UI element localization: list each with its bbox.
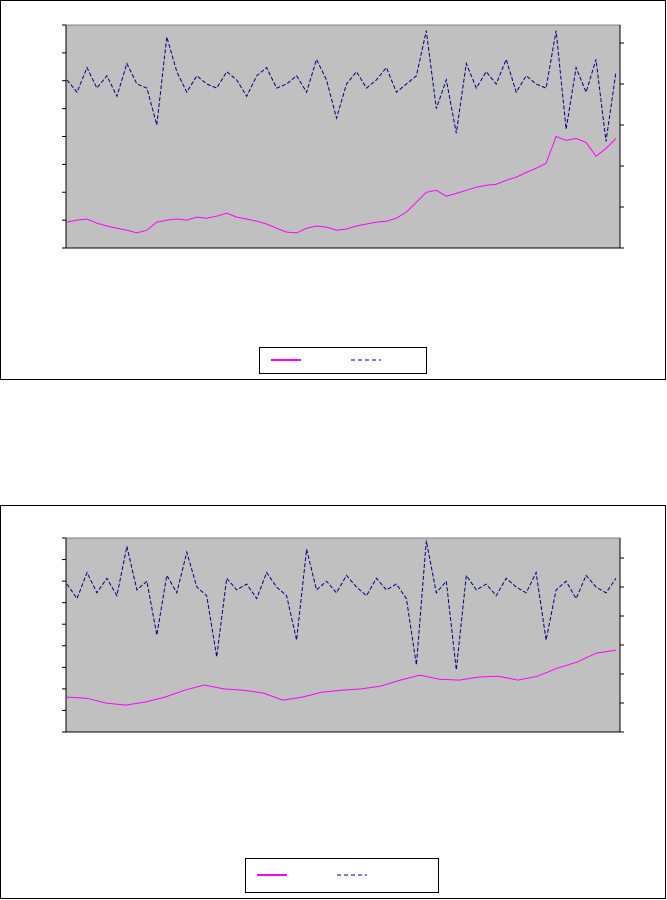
series-line <box>66 649 617 706</box>
series-line <box>66 135 617 234</box>
series-line <box>66 30 617 142</box>
plot-area <box>65 537 621 733</box>
series-line <box>66 540 617 670</box>
plot-area <box>65 24 621 249</box>
